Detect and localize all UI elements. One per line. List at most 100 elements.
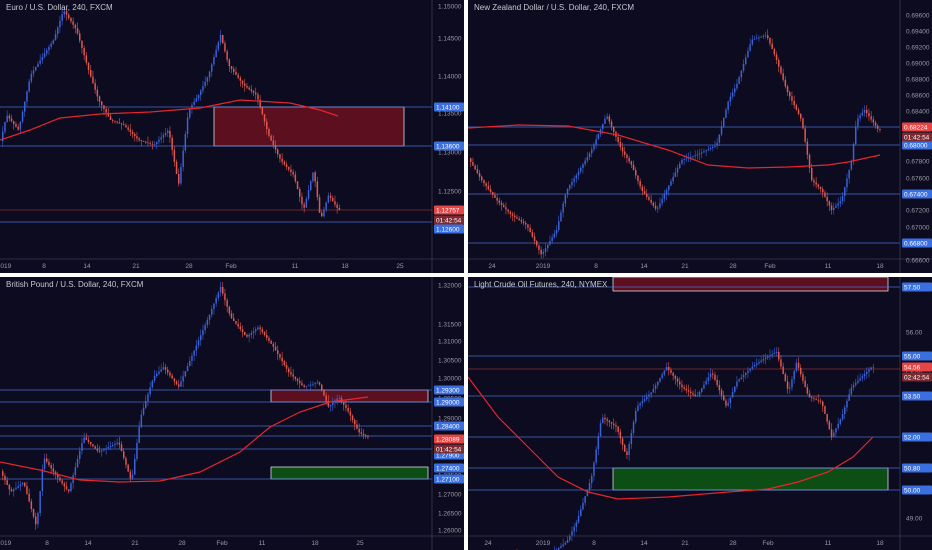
- candle-body: [347, 408, 349, 412]
- candle-body: [96, 448, 99, 451]
- price-axis-label: 1.29000: [438, 416, 462, 423]
- candle-body: [202, 86, 204, 91]
- current-price-tag[interactable]: [902, 122, 932, 132]
- supply-zone[interactable]: [270, 389, 429, 403]
- candle-body: [10, 489, 13, 492]
- supply-zone[interactable]: [213, 106, 405, 147]
- candle-body: [599, 423, 602, 437]
- candle-body: [485, 183, 487, 187]
- candle-body: [19, 121, 22, 130]
- candle-body: [224, 43, 226, 52]
- candle-body: [828, 201, 831, 206]
- level-price-tag-label: 1.27100: [436, 476, 460, 483]
- candle-body: [211, 64, 213, 72]
- candle-body: [652, 389, 655, 393]
- level-price-tag[interactable]: [902, 485, 932, 495]
- candle-body: [723, 118, 725, 127]
- level-price-tag[interactable]: [434, 141, 464, 151]
- candle-body: [606, 419, 608, 421]
- candle-body: [226, 300, 228, 307]
- time-axis-label: Feb: [225, 263, 237, 270]
- candle-body: [87, 62, 90, 70]
- candle-body: [698, 153, 701, 155]
- moving-average-line[interactable]: [0, 99, 339, 141]
- candle-body: [472, 162, 474, 166]
- candle-body: [839, 201, 842, 204]
- candle-body: [195, 98, 198, 102]
- level-price-tag[interactable]: [434, 463, 464, 473]
- chart-canvas-gbpusd[interactable]: 1.320001.315001.310001.305001.300001.295…: [0, 277, 464, 550]
- moving-average-line[interactable]: [468, 376, 874, 500]
- time-axis-label: 18: [876, 540, 884, 547]
- candle-body: [250, 333, 253, 335]
- level-price-tag[interactable]: [902, 391, 932, 401]
- candle-body: [338, 398, 341, 399]
- candle-body: [222, 287, 224, 294]
- level-price-tag[interactable]: [434, 397, 464, 407]
- chart-pane-gbpusd[interactable]: 1.320001.315001.310001.305001.300001.295…: [0, 277, 464, 550]
- level-price-tag[interactable]: [902, 238, 932, 248]
- level-price-tag[interactable]: [902, 351, 932, 361]
- candle-body: [114, 120, 116, 122]
- level-price-tag[interactable]: [902, 432, 932, 442]
- candle-body: [692, 393, 694, 395]
- level-price-tag[interactable]: [902, 282, 932, 292]
- candle-body: [92, 76, 94, 84]
- candle-body: [685, 388, 688, 391]
- candle-body: [74, 467, 77, 476]
- current-price-tag[interactable]: [434, 205, 464, 215]
- candle-body: [725, 109, 727, 118]
- candle-body: [494, 194, 496, 198]
- candle-body: [318, 197, 321, 213]
- chart-canvas-nzdusd[interactable]: 0.69600 0.69400 0.69200 0.69000 0.68800 0.686…: [468, 0, 932, 273]
- chart-pane-eurusd[interactable]: 1.15000 1.14500 1.14000 1.13500 1.13000 1.125…: [0, 0, 464, 273]
- candle-body: [314, 172, 316, 182]
- level-price-tag-label: 1.27400: [436, 465, 460, 472]
- level-price-tag[interactable]: [434, 385, 464, 395]
- moving-average-line[interactable]: [468, 124, 881, 169]
- candle-body: [136, 443, 138, 459]
- candle-body: [109, 116, 112, 120]
- candle-body: [773, 353, 776, 355]
- price-axis-label: 1.30000: [438, 376, 462, 383]
- time-axis-label: Feb: [764, 263, 776, 270]
- level-price-tag[interactable]: [434, 421, 464, 431]
- current-price-tag[interactable]: [434, 434, 464, 444]
- chart-canvas-eurusd[interactable]: 1.15000 1.14500 1.14000 1.13500 1.13000 1.125…: [0, 0, 464, 273]
- candle-body: [290, 372, 292, 375]
- candle-body: [195, 345, 198, 351]
- chart-canvas-crude-oil[interactable]: 57.5056.0055.0054.0053.5052.0051.0050.00…: [468, 277, 932, 550]
- candle-body: [164, 133, 167, 136]
- supply-zone[interactable]: [612, 277, 889, 292]
- chart-pane-crude-oil[interactable]: 57.5056.0055.0054.0053.5052.0051.0050.00…: [468, 277, 932, 550]
- candle-body: [507, 209, 509, 212]
- candle-body: [6, 480, 8, 485]
- candle-body: [76, 459, 79, 468]
- candle-body: [131, 474, 134, 479]
- level-price-tag[interactable]: [434, 474, 464, 484]
- candle-body: [8, 484, 11, 490]
- demand-zone[interactable]: [270, 466, 429, 480]
- candle-body: [208, 314, 211, 320]
- candle-body: [2, 471, 4, 476]
- level-price-tag[interactable]: [902, 463, 932, 473]
- chart-pane-nzdusd[interactable]: 0.69600 0.69400 0.69200 0.69000 0.68800 0.686…: [468, 0, 932, 273]
- candle-body: [564, 194, 567, 204]
- candle-body: [134, 458, 136, 475]
- candle-body: [112, 444, 114, 446]
- level-price-tag[interactable]: [434, 102, 464, 112]
- candle-body: [184, 134, 187, 151]
- candle-body: [868, 369, 870, 372]
- candle-body: [191, 355, 193, 361]
- candle-body: [92, 444, 94, 447]
- level-price-tag[interactable]: [902, 189, 932, 199]
- candle-body: [811, 168, 813, 181]
- level-price-tag[interactable]: [902, 140, 932, 150]
- candle-body: [356, 424, 358, 429]
- demand-zone[interactable]: [612, 467, 889, 491]
- moving-average-line[interactable]: [0, 396, 369, 483]
- current-price-tag[interactable]: [902, 362, 932, 372]
- level-price-tag[interactable]: [434, 224, 464, 234]
- candle-body: [870, 116, 872, 120]
- candle-body: [852, 144, 855, 161]
